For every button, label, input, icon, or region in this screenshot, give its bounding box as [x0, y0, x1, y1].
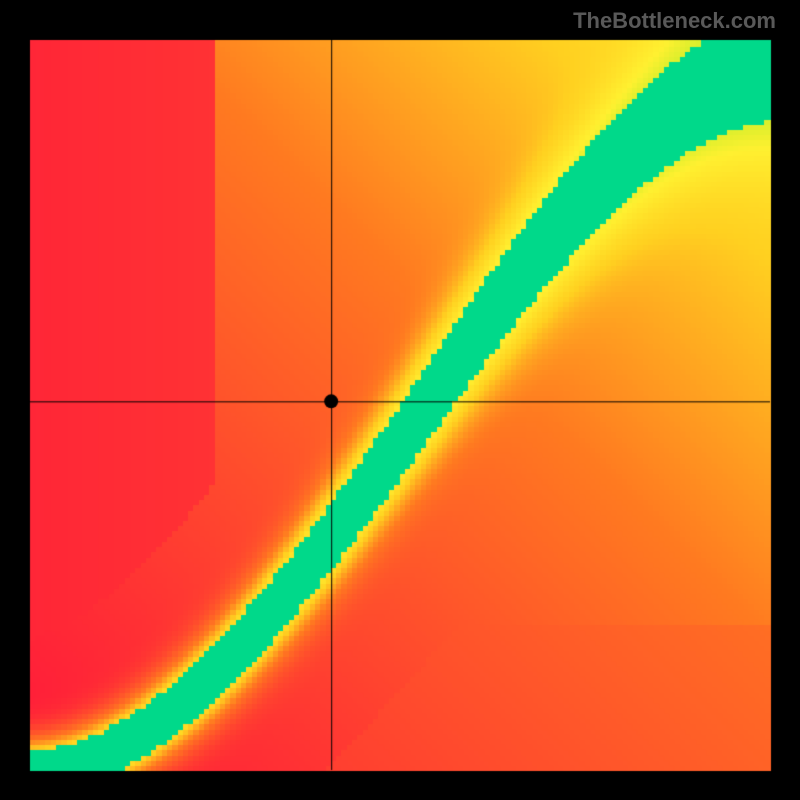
plot-container: TheBottleneck.com: [0, 0, 800, 800]
watermark-text: TheBottleneck.com: [573, 8, 776, 34]
heatmap-canvas: [0, 0, 800, 800]
